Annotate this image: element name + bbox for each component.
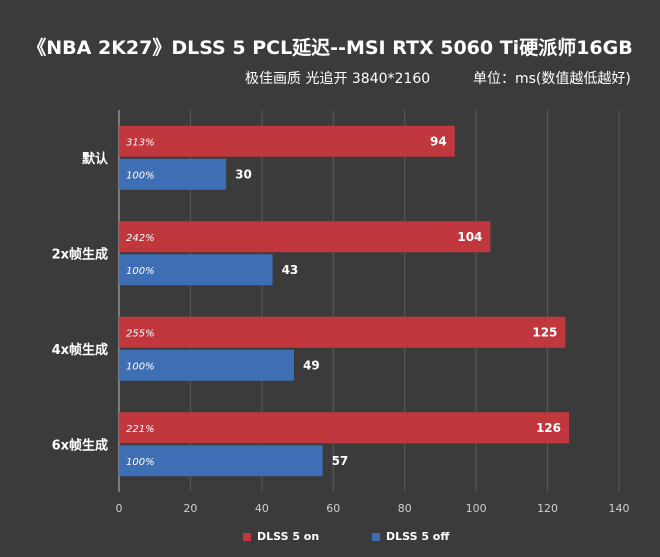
data-label: 49 bbox=[303, 358, 320, 372]
category-label: 6x帧生成 bbox=[52, 437, 108, 453]
x-tick-label: 40 bbox=[255, 502, 269, 515]
data-label: 104 bbox=[457, 230, 482, 244]
x-tick-label: 80 bbox=[398, 502, 412, 515]
x-tick-label: 140 bbox=[609, 502, 630, 515]
legend-label-dlss-off: DLSS 5 off bbox=[386, 530, 450, 543]
percent-label: 313% bbox=[126, 137, 155, 148]
legend-label-dlss-on: DLSS 5 on bbox=[257, 530, 320, 543]
legend-item-dlss-off: DLSS 5 off bbox=[372, 530, 449, 543]
percent-label: 221% bbox=[126, 424, 155, 435]
legend-swatch-dlss-off bbox=[372, 532, 380, 541]
bar bbox=[119, 158, 227, 190]
bar bbox=[119, 221, 491, 253]
bar bbox=[119, 412, 569, 444]
percent-label: 100% bbox=[126, 361, 155, 372]
percent-label: 100% bbox=[126, 266, 155, 277]
bar bbox=[119, 349, 294, 381]
data-label: 30 bbox=[235, 167, 252, 181]
data-label: 57 bbox=[332, 454, 349, 468]
bar bbox=[119, 254, 273, 286]
data-label: 126 bbox=[536, 421, 561, 435]
bar bbox=[119, 445, 323, 477]
x-tick-label: 120 bbox=[537, 502, 558, 515]
x-tick-label: 0 bbox=[116, 502, 123, 515]
data-label: 94 bbox=[430, 134, 447, 148]
bar bbox=[119, 125, 455, 157]
percent-label: 100% bbox=[126, 170, 155, 181]
category-label: 2x帧生成 bbox=[52, 246, 108, 262]
chart-subtitle-settings: 极佳画质 光追开 3840*2160 bbox=[245, 71, 431, 87]
legend-item-dlss-on: DLSS 5 on bbox=[243, 530, 319, 543]
percent-label: 100% bbox=[126, 457, 155, 468]
category-label: 4x帧生成 bbox=[52, 342, 108, 358]
percent-label: 242% bbox=[126, 233, 155, 244]
legend-swatch-dlss-on bbox=[243, 532, 251, 541]
bar bbox=[119, 316, 566, 348]
data-label: 43 bbox=[282, 263, 299, 277]
percent-label: 255% bbox=[126, 328, 155, 339]
category-label: 默认 bbox=[82, 151, 109, 167]
chart-title: 《NBA 2K27》DLSS 5 PCL延迟--MSI RTX 5060 Ti硬… bbox=[27, 37, 633, 59]
x-tick-label: 20 bbox=[183, 502, 197, 515]
x-tick-label: 60 bbox=[326, 502, 340, 515]
data-label: 125 bbox=[532, 325, 557, 339]
x-tick-label: 100 bbox=[466, 502, 487, 515]
chart-subtitle-unit: 单位：ms(数值越低越好) bbox=[473, 71, 631, 87]
